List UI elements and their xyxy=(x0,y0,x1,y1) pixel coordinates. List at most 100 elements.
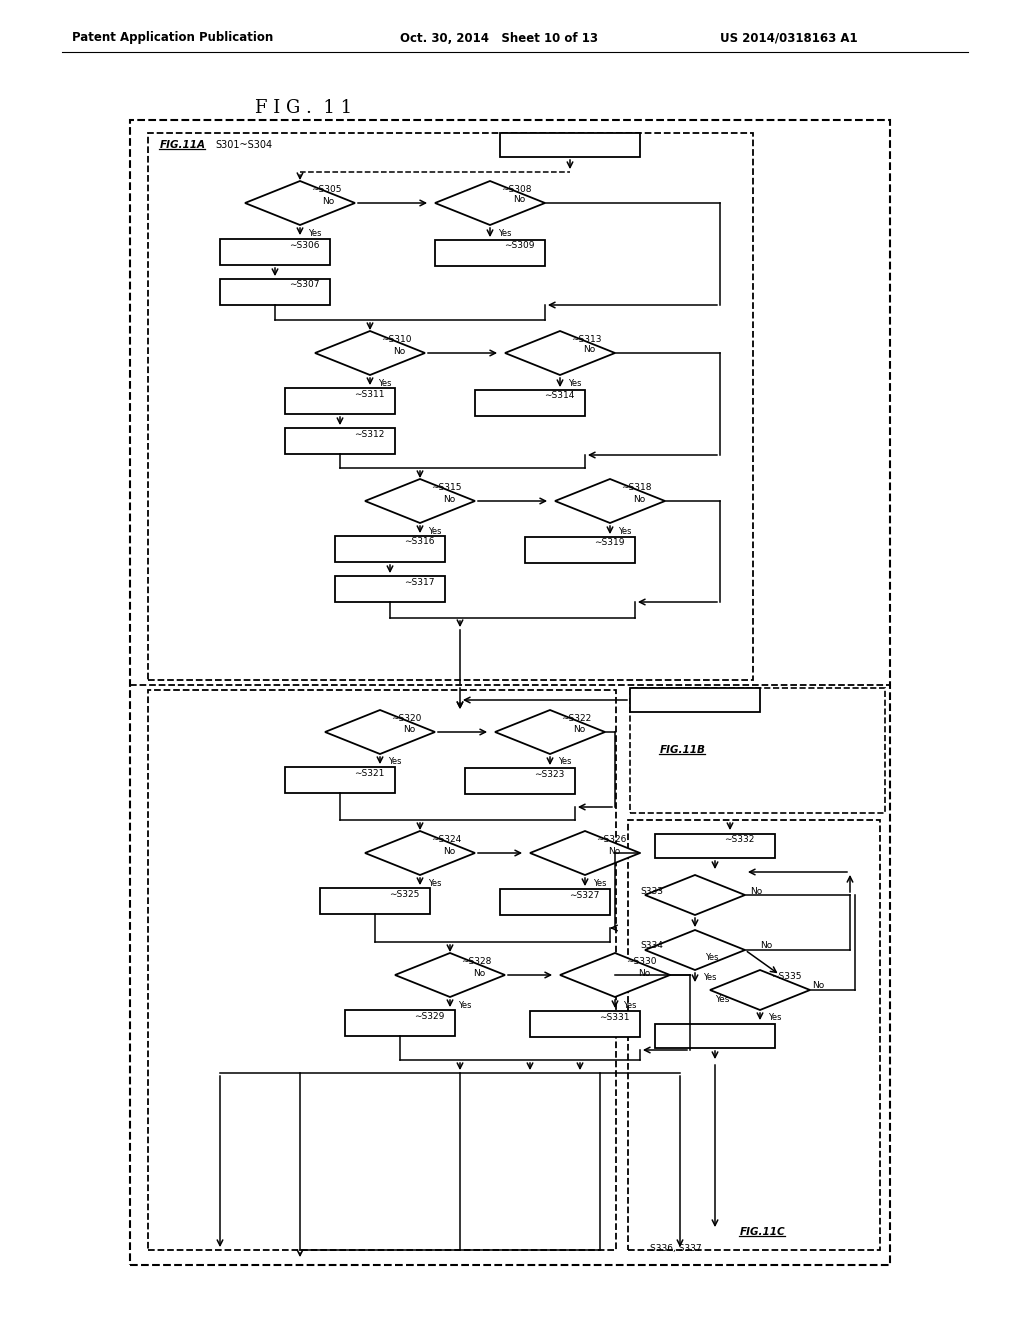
Text: ∼S329: ∼S329 xyxy=(414,1012,444,1020)
Text: ∼S305: ∼S305 xyxy=(311,185,341,194)
Text: FIG.11A: FIG.11A xyxy=(160,140,206,150)
Text: Yes: Yes xyxy=(568,379,582,388)
Text: S333: S333 xyxy=(640,887,663,895)
Text: ∼S330: ∼S330 xyxy=(626,957,656,966)
Text: ∼S309: ∼S309 xyxy=(504,242,535,249)
Text: ∼S315: ∼S315 xyxy=(431,483,462,492)
Text: ∼S311: ∼S311 xyxy=(354,389,384,399)
Text: No: No xyxy=(608,846,621,855)
Text: FIG.11C: FIG.11C xyxy=(740,1228,785,1237)
Polygon shape xyxy=(710,970,810,1010)
Bar xyxy=(525,537,635,564)
Text: S336, S337: S336, S337 xyxy=(650,1243,701,1253)
Text: ∼S321: ∼S321 xyxy=(354,770,384,777)
Text: ∼S323: ∼S323 xyxy=(534,770,564,779)
Text: ∼S307: ∼S307 xyxy=(289,280,319,289)
Text: FIG.11B: FIG.11B xyxy=(660,744,706,755)
Bar xyxy=(628,820,880,1250)
Text: Yes: Yes xyxy=(428,527,441,536)
Text: ∼S319: ∼S319 xyxy=(594,539,625,546)
Polygon shape xyxy=(505,331,615,375)
Text: No: No xyxy=(513,195,525,205)
Text: ∼S310: ∼S310 xyxy=(381,335,412,345)
Bar xyxy=(220,239,330,265)
Text: No: No xyxy=(443,495,456,503)
Text: ∼S313: ∼S313 xyxy=(571,335,601,345)
Text: ∼S306: ∼S306 xyxy=(289,242,319,249)
Text: Oct. 30, 2014   Sheet 10 of 13: Oct. 30, 2014 Sheet 10 of 13 xyxy=(400,32,598,45)
Text: Yes: Yes xyxy=(428,879,441,887)
Text: F I G .  1 1: F I G . 1 1 xyxy=(255,99,352,117)
Text: Yes: Yes xyxy=(308,228,322,238)
Text: ∼S308: ∼S308 xyxy=(501,185,531,194)
Bar xyxy=(500,888,610,915)
Text: ∼S320: ∼S320 xyxy=(391,714,421,723)
Text: ∼S324: ∼S324 xyxy=(431,836,461,843)
Text: No: No xyxy=(638,969,650,978)
Text: Yes: Yes xyxy=(388,758,401,767)
Bar xyxy=(220,279,330,305)
Polygon shape xyxy=(365,832,475,875)
Text: No: No xyxy=(750,887,762,895)
Text: No: No xyxy=(760,941,772,950)
Bar xyxy=(130,120,890,1265)
Bar xyxy=(530,1011,640,1038)
Bar xyxy=(500,133,640,157)
Text: Yes: Yes xyxy=(715,994,729,1003)
Bar xyxy=(435,240,545,267)
Bar xyxy=(630,688,760,711)
Bar xyxy=(655,1024,775,1048)
Text: Yes: Yes xyxy=(618,527,632,536)
Polygon shape xyxy=(435,181,545,224)
Bar xyxy=(335,576,445,602)
Bar xyxy=(148,690,616,1250)
Text: Yes: Yes xyxy=(705,953,719,962)
Text: ∼S335: ∼S335 xyxy=(771,972,802,981)
Text: Yes: Yes xyxy=(768,1012,781,1022)
Polygon shape xyxy=(395,953,505,997)
Text: Yes: Yes xyxy=(558,758,571,767)
Text: Yes: Yes xyxy=(378,379,391,388)
Bar xyxy=(335,536,445,562)
Text: ∼S317: ∼S317 xyxy=(404,578,434,587)
Bar xyxy=(655,834,775,858)
Bar xyxy=(465,768,575,795)
Text: ∼S325: ∼S325 xyxy=(389,890,420,899)
Text: No: No xyxy=(633,495,645,503)
Text: No: No xyxy=(403,726,416,734)
Polygon shape xyxy=(645,875,745,915)
Bar xyxy=(285,428,395,454)
Polygon shape xyxy=(645,931,745,970)
Polygon shape xyxy=(315,331,425,375)
Bar xyxy=(630,688,885,813)
Polygon shape xyxy=(325,710,435,754)
Text: ∼S328: ∼S328 xyxy=(461,957,492,966)
Polygon shape xyxy=(555,479,665,523)
Text: S334: S334 xyxy=(640,941,663,950)
Text: Yes: Yes xyxy=(703,974,717,982)
Text: ∼S322: ∼S322 xyxy=(561,714,591,723)
Text: ∼S331: ∼S331 xyxy=(599,1012,630,1022)
Bar xyxy=(148,133,753,680)
Text: No: No xyxy=(322,197,334,206)
Bar xyxy=(285,767,395,793)
Polygon shape xyxy=(560,953,670,997)
Text: No: No xyxy=(583,346,595,355)
Bar xyxy=(285,388,395,414)
Text: ∼S332: ∼S332 xyxy=(724,836,755,843)
Polygon shape xyxy=(530,832,640,875)
Text: US 2014/0318163 A1: US 2014/0318163 A1 xyxy=(720,32,858,45)
Text: Yes: Yes xyxy=(623,1001,637,1010)
Bar xyxy=(475,389,585,416)
Text: ∼S318: ∼S318 xyxy=(621,483,651,492)
Text: No: No xyxy=(812,982,824,990)
Text: Yes: Yes xyxy=(593,879,606,887)
Text: ∼S326: ∼S326 xyxy=(596,836,627,843)
Bar xyxy=(319,888,430,913)
Text: ∼S327: ∼S327 xyxy=(569,891,599,900)
Bar xyxy=(345,1010,455,1036)
Text: No: No xyxy=(443,846,456,855)
Text: Yes: Yes xyxy=(458,1001,471,1010)
Text: Patent Application Publication: Patent Application Publication xyxy=(72,32,273,45)
Text: No: No xyxy=(393,346,406,355)
